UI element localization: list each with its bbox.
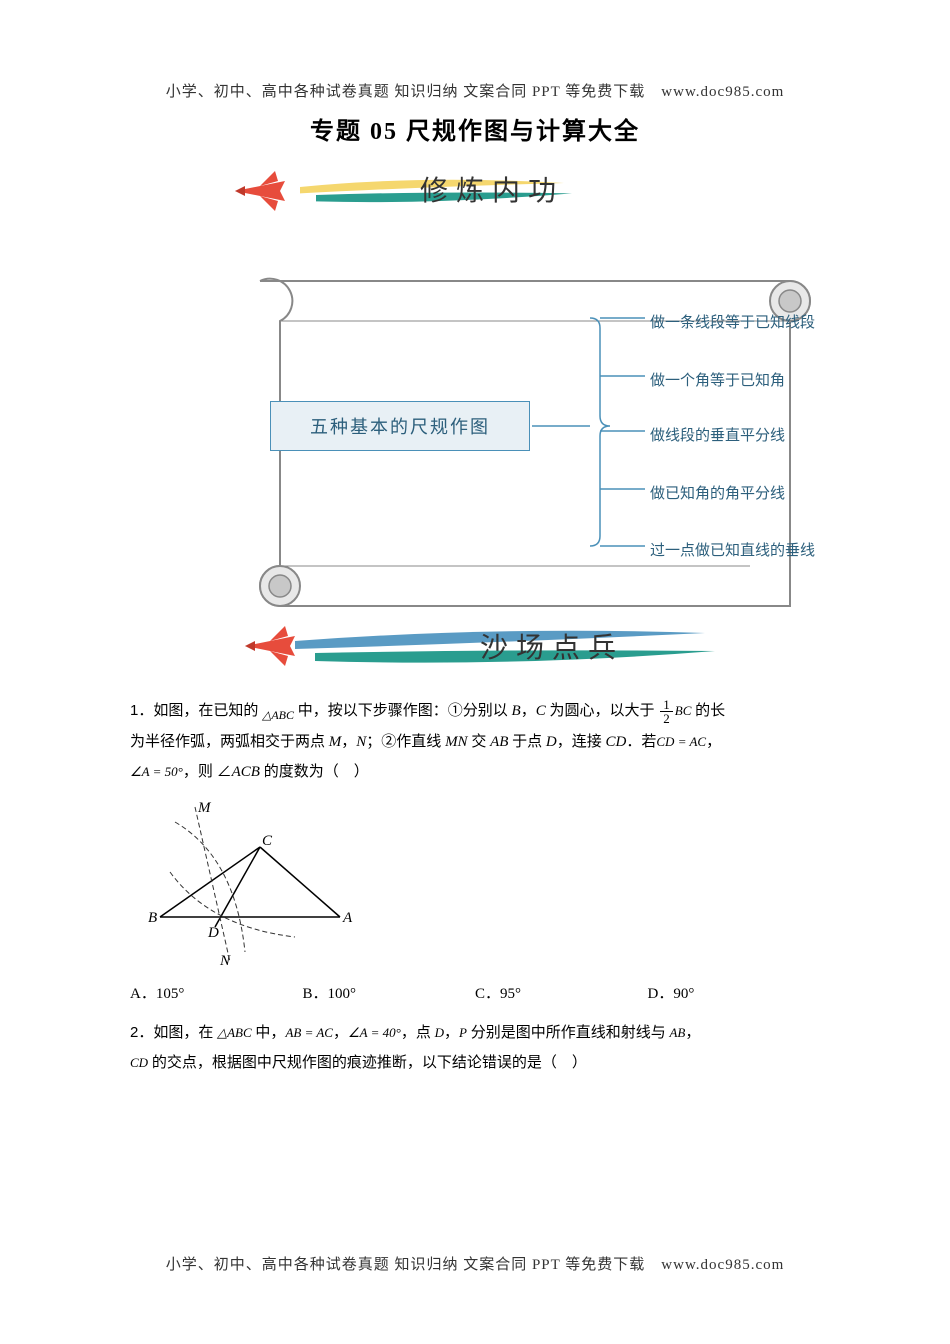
svg-text:B: B	[148, 910, 157, 926]
q1-figure: M C B A D N	[140, 797, 820, 972]
banner-2: 沙场点兵	[130, 616, 820, 676]
header-text: 小学、初中、高中各种试卷真题 知识归纳 文案合同 PPT 等免费下载 www.d…	[130, 80, 820, 101]
svg-text:N: N	[219, 953, 231, 967]
footer-text: 小学、初中、高中各种试卷真题 知识归纳 文案合同 PPT 等免费下载 www.d…	[0, 1253, 950, 1274]
question-2: 2．如图，在 △ABC 中，AB = AC，∠A = 40°，点 D，P 分别是…	[130, 1018, 820, 1078]
q1-option-b: B．100°	[303, 982, 476, 1003]
q1-option-d: D．90°	[648, 982, 821, 1003]
q1-option-a: A．105°	[130, 982, 303, 1003]
page-title: 专题 05 尺规作图与计算大全	[130, 111, 820, 146]
concept-center: 五种基本的尺规作图	[270, 401, 530, 451]
question-1: 1．如图，在已知的 △ABC 中，按以下步骤作图：①分别以 B，C 为圆心，以大…	[130, 696, 820, 787]
banner-1: 修炼内功	[130, 161, 820, 216]
q1-options: A．105° B．100° C．95° D．90°	[130, 982, 820, 1003]
banner2-label: 沙场点兵	[480, 626, 624, 666]
branch-2: 做一个角等于已知角	[650, 369, 785, 390]
branch-1: 做一条线段等于已知线段	[650, 311, 815, 332]
svg-text:M: M	[197, 800, 212, 816]
branch-4: 做已知角的角平分线	[650, 482, 785, 503]
concept-diagram: 五种基本的尺规作图 做一条线段等于已知线段 做一个角等于已知角 做线段的垂直平分…	[130, 236, 820, 636]
branch-5: 过一点做已知直线的垂线	[650, 539, 815, 560]
q1-option-c: C．95°	[475, 982, 648, 1003]
svg-text:A: A	[342, 910, 353, 926]
banner1-label: 修炼内功	[420, 169, 564, 209]
svg-text:C: C	[262, 833, 273, 849]
branch-3: 做线段的垂直平分线	[650, 424, 785, 445]
svg-text:D: D	[207, 925, 219, 941]
